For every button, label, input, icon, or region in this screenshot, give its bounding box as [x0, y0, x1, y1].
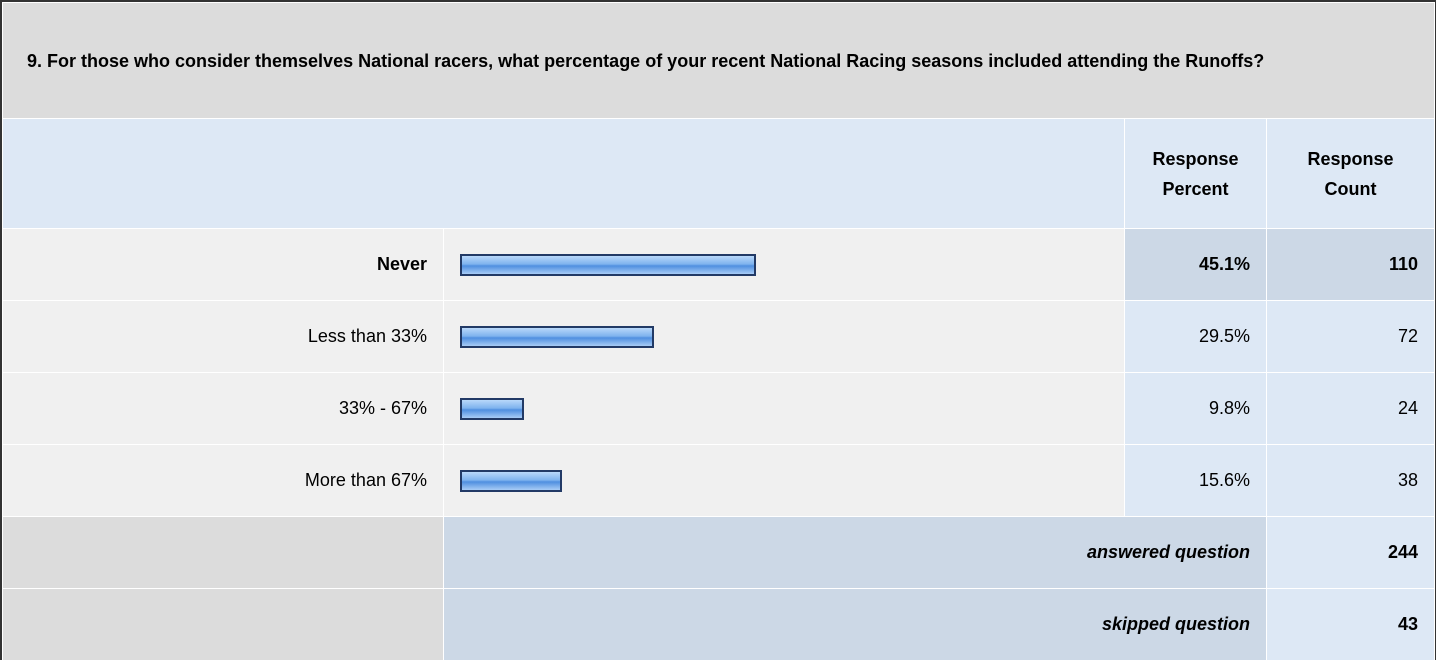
answer-row: Never 45.1% 110: [2, 228, 1436, 301]
answer-label: More than 67%: [2, 444, 444, 517]
bar: [460, 469, 563, 492]
answered-count: 244: [1265, 516, 1436, 589]
response-percent: 15.6%: [1124, 444, 1267, 517]
answer-label: 33% - 67%: [2, 372, 444, 445]
answer-row: 33% - 67% 9.8% 24: [2, 372, 1436, 445]
answered-label: answered question: [443, 516, 1267, 589]
answer-label: Never: [2, 228, 444, 301]
response-percent: 9.8%: [1124, 372, 1267, 445]
bar: [460, 397, 525, 420]
bar: [460, 253, 756, 276]
response-percent: 29.5%: [1124, 300, 1267, 373]
response-count: 110: [1265, 228, 1436, 301]
header-count: Response Count: [1265, 118, 1436, 229]
header-blank: [2, 118, 1125, 229]
footer-blank: [2, 516, 444, 589]
bar: [460, 325, 654, 348]
answered-row: answered question 244: [2, 516, 1436, 589]
answer-label: Less than 33%: [2, 300, 444, 373]
answer-row: More than 67% 15.6% 38: [2, 444, 1436, 517]
response-percent: 45.1%: [1124, 228, 1267, 301]
question-title: 9. For those who consider themselves Nat…: [1, 2, 1436, 119]
response-count: 72: [1265, 300, 1436, 373]
skipped-label: skipped question: [443, 588, 1267, 661]
response-count: 24: [1265, 372, 1436, 445]
response-count: 38: [1265, 444, 1436, 517]
bar-cell: [443, 228, 1125, 301]
bar-cell: [443, 372, 1125, 445]
skipped-row: skipped question 43: [2, 588, 1436, 661]
bar-cell: [443, 444, 1125, 517]
bar-cell: [443, 300, 1125, 373]
header-percent: Response Percent: [1124, 118, 1267, 229]
answer-row: Less than 33% 29.5% 72: [2, 300, 1436, 373]
skipped-count: 43: [1265, 588, 1436, 661]
footer-blank: [2, 588, 444, 661]
